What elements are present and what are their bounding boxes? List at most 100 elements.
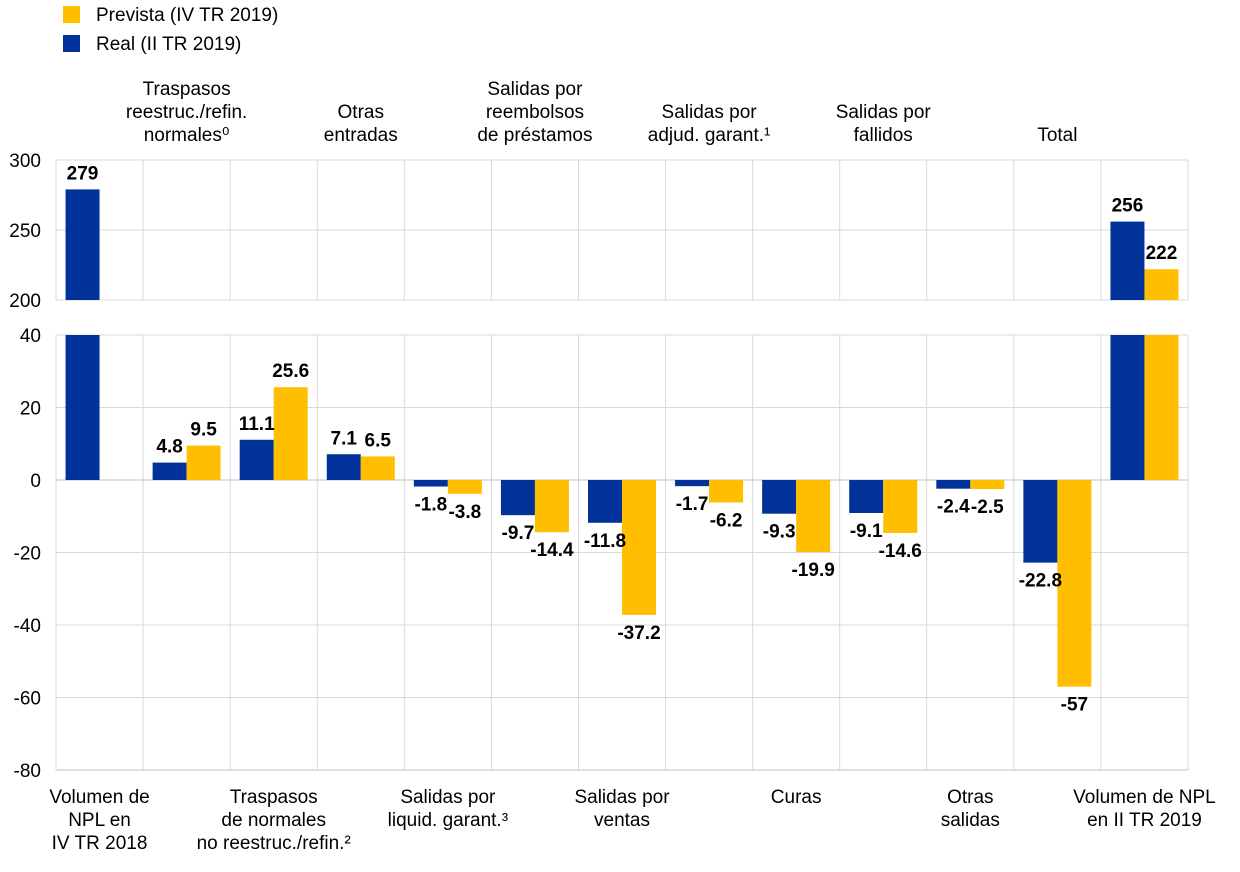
data-label: -9.3: [763, 522, 796, 543]
data-label: -37.2: [617, 623, 660, 644]
bar: [675, 480, 710, 487]
bar: [588, 480, 622, 523]
category-label: Curas: [771, 787, 822, 808]
data-label: -1.8: [414, 495, 447, 516]
y-tick-label: 40: [20, 326, 41, 347]
grid-lines: [55, 159, 1189, 771]
data-label: -22.8: [1019, 571, 1062, 592]
category-label: fallidos: [854, 125, 913, 146]
bars: [65, 189, 1179, 687]
category-label: Traspasos: [143, 79, 231, 100]
data-label: -9.7: [502, 523, 535, 544]
y-tick-label: 0: [30, 471, 41, 492]
category-label: Salidas por: [662, 102, 758, 123]
y-tick-label: 250: [9, 221, 41, 242]
data-label: 6.5: [365, 430, 392, 451]
category-label: liquid. garant.³: [388, 810, 508, 831]
data-label: -2.5: [971, 497, 1004, 518]
y-tick-label: 200: [9, 291, 41, 312]
legend-label: Prevista (IV TR 2019): [96, 5, 278, 26]
data-label: 11.1: [239, 414, 275, 435]
category-label: entradas: [324, 125, 398, 146]
category-label: IV TR 2018: [52, 833, 148, 854]
bar: [239, 439, 274, 480]
data-label: -6.2: [710, 510, 743, 531]
bar: [709, 480, 744, 503]
category-label: Traspasos: [230, 787, 318, 808]
bar: [622, 480, 656, 615]
bar: [1057, 480, 1092, 687]
category-label: salidas: [941, 810, 1000, 831]
category-label: Otras: [338, 102, 384, 123]
y-tick-label: 300: [9, 151, 41, 172]
bar: [65, 189, 100, 300]
bar: [1144, 335, 1179, 480]
category-label: de préstamos: [477, 125, 592, 146]
bar: [1110, 221, 1145, 300]
category-label: ventas: [594, 810, 650, 831]
y-tick-label: -80: [14, 761, 41, 782]
data-label: 9.5: [190, 420, 217, 441]
bar: [273, 387, 308, 480]
bar: [186, 445, 221, 480]
bar: [447, 480, 482, 494]
data-label: 222: [1146, 243, 1178, 264]
data-label: -57: [1061, 695, 1088, 716]
y-tick-label: -20: [14, 544, 41, 565]
bar: [413, 480, 448, 487]
y-tick-label: -60: [14, 689, 41, 710]
bar: [360, 456, 395, 480]
data-label: 25.6: [272, 361, 309, 382]
category-label: reestruc./refin.: [126, 102, 247, 123]
bar: [326, 454, 361, 480]
category-label: Volumen de: [49, 787, 149, 808]
data-label: -11.8: [584, 531, 626, 552]
category-label: Total: [1037, 125, 1077, 146]
data-label: -14.6: [879, 541, 922, 562]
bar: [883, 480, 918, 533]
category-label: Salidas por: [574, 787, 670, 808]
data-label: -19.9: [791, 560, 834, 581]
bar: [1023, 480, 1058, 563]
bar: [849, 480, 884, 513]
bar: [762, 480, 797, 514]
bar: [65, 335, 100, 480]
y-tick-label: 20: [20, 399, 41, 420]
legend-swatch: [63, 6, 80, 23]
legend-swatch: [63, 35, 80, 52]
bar: [1144, 269, 1179, 300]
data-label: -3.8: [448, 502, 481, 523]
bar: [534, 480, 569, 533]
data-label: 4.8: [156, 437, 182, 458]
data-label: -2.4: [937, 497, 970, 518]
category-label: Salidas por: [487, 79, 583, 100]
category-label: NPL en: [68, 810, 131, 831]
data-label: 279: [67, 163, 99, 184]
data-labels: 279 4.8 11.1 7.1 -1.8 -9.7 -11.8 -1.7 -9.3 -9.1 -2…: [67, 163, 1178, 715]
bar: [796, 480, 831, 553]
data-label: -1.7: [676, 494, 709, 515]
category-label: Salidas por: [836, 102, 932, 123]
data-label: 7.1: [331, 428, 358, 449]
bar: [500, 480, 535, 516]
data-label: -14.4: [530, 540, 574, 561]
category-label: de normales: [221, 810, 326, 831]
category-label: reembolsos: [486, 102, 584, 123]
data-label: 256: [1112, 196, 1144, 217]
category-label: normales⁰: [144, 125, 230, 146]
y-tick-label: -40: [14, 616, 41, 637]
category-label: Volumen de NPL: [1073, 787, 1216, 808]
category-label: no reestruc./refin.²: [197, 833, 351, 854]
bar: [152, 462, 187, 480]
bar: [936, 480, 971, 489]
bar: [970, 480, 1005, 490]
category-label: en II TR 2019: [1087, 810, 1202, 831]
legend-label: Real (II TR 2019): [96, 34, 241, 55]
legend: Prevista (IV TR 2019) Real (II TR 2019): [63, 5, 278, 55]
data-label: -9.1: [850, 521, 883, 542]
category-label: adjud. garant.¹: [648, 125, 771, 146]
category-label: Salidas por: [400, 787, 496, 808]
